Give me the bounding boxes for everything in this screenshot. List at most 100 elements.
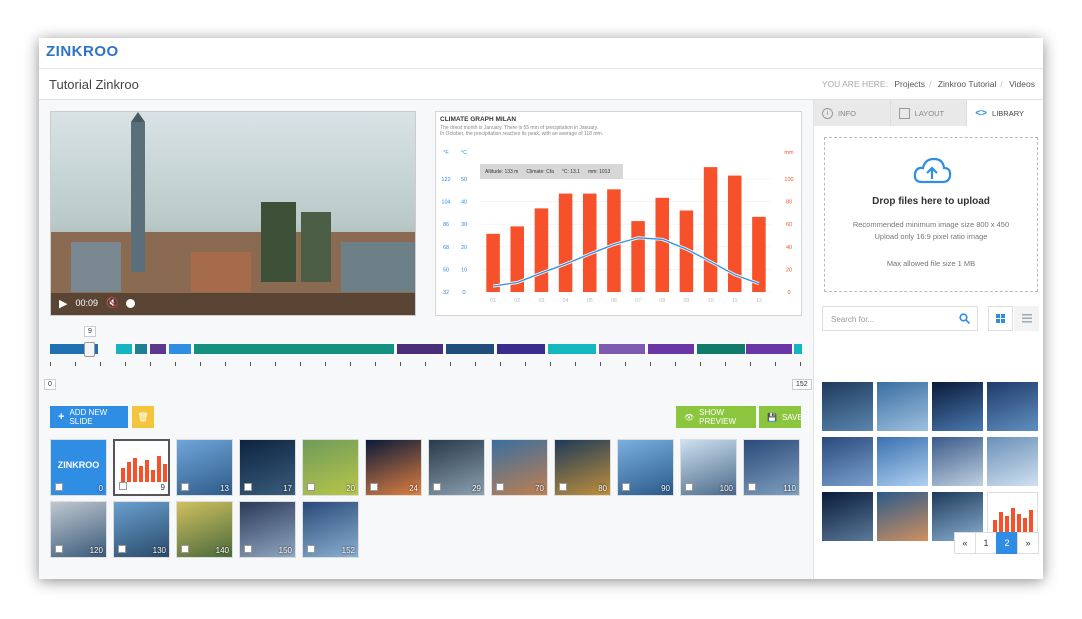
timeline-segment[interactable] [50, 344, 84, 354]
tick-mm: 60 [786, 222, 792, 228]
tick-c: 10 [461, 267, 467, 273]
library-image[interactable] [932, 382, 983, 431]
info-icon: i [822, 107, 833, 119]
slide-thumbnail[interactable]: 90 [617, 439, 674, 496]
slide-checkbox[interactable] [181, 545, 189, 553]
mini-bar [1011, 508, 1015, 534]
timeline-segment[interactable] [169, 344, 191, 354]
pager-prev[interactable]: « [954, 532, 976, 554]
video-controls: ▶ 00:09 🔇 [51, 291, 415, 315]
logo[interactable]: ZINKROO [46, 43, 119, 60]
slide-checkbox[interactable] [181, 483, 189, 491]
slide-thumbnail[interactable]: 140 [176, 501, 233, 558]
slide-thumbnail[interactable]: 110 [743, 439, 800, 496]
grid-view-button[interactable] [988, 306, 1013, 331]
timeline-segment[interactable] [599, 344, 645, 354]
timeline-segment[interactable] [446, 344, 494, 354]
library-image[interactable] [822, 382, 873, 431]
timeline-segment[interactable] [194, 344, 394, 354]
search-button[interactable] [952, 306, 978, 331]
timeline-tick [675, 362, 676, 366]
add-slide-label: ADD NEW SLIDE [69, 408, 108, 426]
volume-slider-knob[interactable] [126, 298, 136, 308]
slide-checkbox[interactable] [244, 545, 252, 553]
library-image[interactable] [877, 492, 928, 541]
slide-checkbox[interactable] [244, 483, 252, 491]
tick-x: 05 [587, 298, 593, 304]
library-image[interactable] [987, 437, 1038, 486]
timeline-segment[interactable] [135, 344, 147, 354]
timeline-segment[interactable] [746, 344, 792, 354]
tab-info[interactable]: i INFO [814, 100, 891, 126]
timeline-tick [175, 362, 176, 366]
play-icon[interactable]: ▶ [59, 297, 68, 310]
slide-thumbnail[interactable]: 100 [680, 439, 737, 496]
slide-thumbnail[interactable]: 130 [113, 501, 170, 558]
slide-thumbnail[interactable]: 152 [302, 501, 359, 558]
timeline-segment[interactable] [150, 344, 166, 354]
slide-checkbox[interactable] [433, 483, 441, 491]
library-image[interactable] [822, 437, 873, 486]
upload-dropzone[interactable]: Drop files here to upload Recommended mi… [824, 137, 1038, 292]
slide-checkbox[interactable] [118, 545, 126, 553]
pager-page-2[interactable]: 2 [996, 532, 1018, 554]
pager-page-1[interactable]: 1 [975, 532, 997, 554]
slide-checkbox[interactable] [496, 483, 504, 491]
delete-slide-button[interactable]: 🗑 [132, 406, 154, 428]
timeline-tick [550, 362, 551, 366]
tab-layout[interactable]: LAYOUT [890, 100, 968, 126]
slide-checkbox[interactable] [559, 483, 567, 491]
slide-thumbnail[interactable]: 13 [176, 439, 233, 496]
tick-f: 86 [443, 222, 449, 228]
slide-checkbox[interactable] [622, 483, 630, 491]
library-image[interactable] [877, 382, 928, 431]
slide-checkbox[interactable] [748, 483, 756, 491]
breadcrumb-projects[interactable]: Projects [894, 79, 926, 89]
slide-checkbox[interactable] [685, 483, 693, 491]
timeline-bar[interactable] [50, 342, 802, 358]
timeline-segment[interactable] [497, 344, 545, 354]
slide-thumbnail[interactable]: ZINKROO 0 [50, 439, 107, 496]
slide-thumbnail[interactable]: 9 [113, 439, 170, 496]
timeline-tick [600, 362, 601, 366]
pager-next[interactable]: » [1017, 532, 1039, 554]
library-image[interactable] [987, 382, 1038, 431]
show-preview-button[interactable]: 👁 SHOW PREVIEW [676, 406, 756, 428]
timeline-tick [325, 362, 326, 366]
slide-thumbnail[interactable]: 70 [491, 439, 548, 496]
timeline-ticks [50, 362, 802, 368]
timeline-segment[interactable] [794, 344, 802, 354]
mini-bar [145, 460, 149, 482]
mute-icon[interactable]: 🔇 [106, 297, 119, 309]
library-image[interactable] [932, 437, 983, 486]
slide-thumbnail[interactable]: 17 [239, 439, 296, 496]
tick-f: 32 [443, 290, 449, 296]
library-image[interactable] [822, 492, 873, 541]
tab-library[interactable]: <> LIBRARY [967, 100, 1043, 126]
slide-checkbox[interactable] [307, 545, 315, 553]
video-player[interactable]: ▶ 00:09 🔇 [50, 111, 416, 316]
timeline-segment[interactable] [697, 344, 745, 354]
slide-thumbnail[interactable]: 150 [239, 501, 296, 558]
timeline-segment[interactable] [648, 344, 694, 354]
list-view-button[interactable] [1014, 306, 1039, 331]
slide-checkbox[interactable] [55, 545, 63, 553]
slide-thumbnail[interactable]: 29 [428, 439, 485, 496]
slide-thumbnail[interactable]: 20 [302, 439, 359, 496]
timeline-handle[interactable] [84, 342, 95, 357]
timeline-segment[interactable] [116, 344, 132, 354]
slide-checkbox[interactable] [307, 483, 315, 491]
library-image[interactable] [877, 437, 928, 486]
timeline-segment[interactable] [548, 344, 596, 354]
slide-checkbox[interactable] [55, 483, 63, 491]
timeline-marker-label: 9 [84, 326, 96, 337]
save-button[interactable]: 💾 SAVE [759, 406, 803, 428]
slide-checkbox[interactable] [370, 483, 378, 491]
slide-checkbox[interactable] [119, 482, 127, 490]
add-new-slide-button[interactable]: + ADD NEW SLIDE [50, 406, 128, 428]
slide-thumbnail[interactable]: 120 [50, 501, 107, 558]
breadcrumb-tutorial[interactable]: Zinkroo Tutorial [937, 79, 997, 89]
slide-thumbnail[interactable]: 80 [554, 439, 611, 496]
timeline-segment[interactable] [397, 344, 443, 354]
slide-thumbnail[interactable]: 24 [365, 439, 422, 496]
